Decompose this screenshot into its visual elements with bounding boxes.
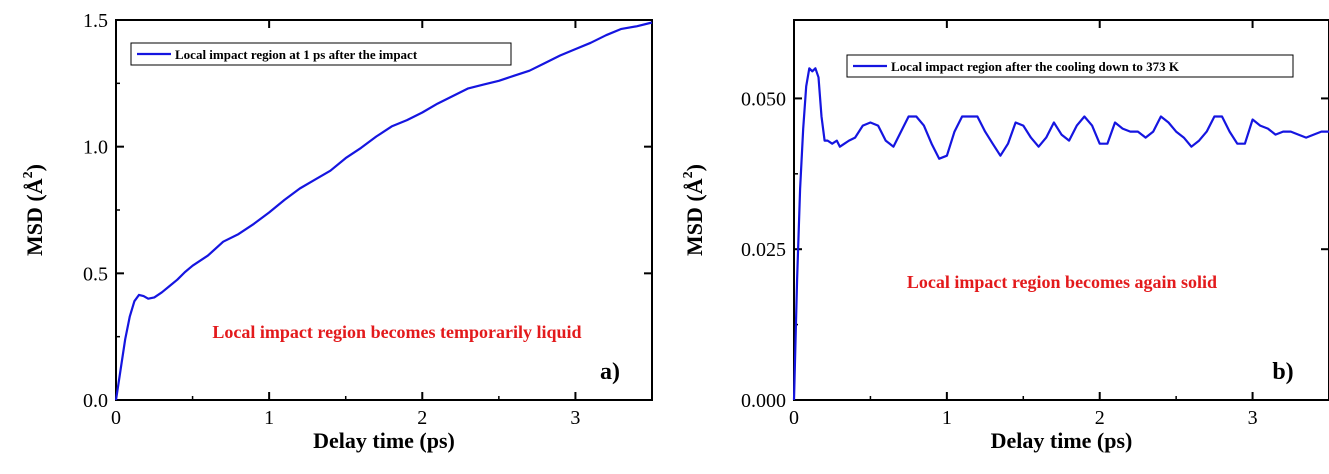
series-line-b-0 [792,67,1329,401]
legend-entry: Local impact region at 1 ps after the im… [175,47,418,62]
y-axis-label-close: ) [682,164,707,171]
legend-entry: Local impact region after the cooling do… [891,59,1180,74]
y-axis-label-main: MSD ( [682,194,707,256]
y-axis-label: MSD (Å2) [21,164,47,256]
series-line-a-0 [114,21,653,401]
panel-label: a) [600,359,620,385]
x-tick-label: 0 [111,407,121,429]
y-axis-label-exp: 2 [21,171,36,178]
y-tick-label: 0.0 [83,390,108,412]
x-tick-label: 1 [942,407,952,429]
x-tick-label: 0 [789,407,799,429]
x-axis-label: Delay time (ps) [313,428,455,453]
y-axis-label-unit: Å [682,178,707,194]
plot-frame [115,19,653,401]
x-tick-label: 3 [1248,407,1258,429]
plot-frame [793,19,1329,401]
y-tick-label: 0.050 [741,88,786,110]
annotation-text: Local impact region becomes again solid [907,272,1217,292]
y-axis-label-main: MSD ( [22,194,47,256]
y-tick-label: 0.025 [741,239,786,261]
x-tick-label: 3 [570,407,580,429]
annotation-text: Local impact region becomes temporarily … [212,322,581,342]
y-axis-label: MSD (Å2) [681,164,707,256]
x-axis-label: Delay time (ps) [991,428,1133,453]
chart-panel-b: 0 1 2 3 0.000 0.025 0.050 Delay time (ps) MSD (Å… [681,19,1329,453]
y-tick-label: 0.000 [741,390,786,412]
y-tick-label: 1.5 [83,10,108,32]
x-tick-label: 1 [264,407,274,429]
y-tick-label: 1.0 [83,137,108,159]
legend-box [130,42,512,66]
y-tick-label: 0.5 [83,263,108,285]
y-axis-label-unit: Å [22,178,47,194]
panel-label: b) [1272,359,1293,385]
x-tick-label: 2 [1095,407,1105,429]
legend-box [846,54,1294,78]
y-axis-label-exp: 2 [681,171,696,178]
x-tick-label: 2 [417,407,427,429]
y-axis-label-close: ) [22,164,47,171]
